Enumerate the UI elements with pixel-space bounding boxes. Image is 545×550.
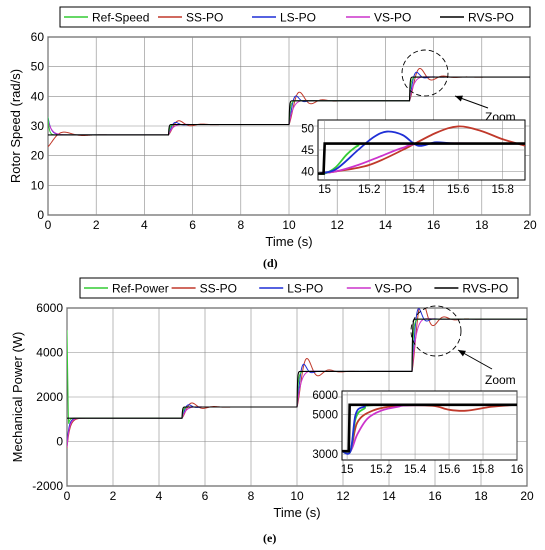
legend-box (79, 277, 519, 299)
legend-entry: LS-PO (280, 11, 316, 25)
inset-x-tick-label: 15 (341, 464, 354, 476)
inset-series-line-rvs-po (318, 142, 525, 175)
zoom-arrow-head (458, 350, 466, 357)
series-line-rvs-po (67, 318, 527, 419)
x-tick-label: 16 (427, 218, 441, 232)
y-tick-label: 2000 (36, 390, 63, 404)
x-tick-label: 0 (64, 489, 71, 503)
zoom-arrow-head (455, 95, 463, 102)
y-tick-label: 0 (56, 435, 63, 449)
inset-y-tick-label: 6000 (312, 390, 338, 402)
inset-frame (341, 390, 518, 461)
y-tick-label: 30 (31, 119, 45, 133)
legend-box (59, 6, 531, 28)
y-tick-label: 0 (37, 208, 44, 222)
legend-entry: LS-PO (287, 282, 323, 296)
inset-y-tick-label: 45 (301, 145, 314, 157)
y-tick-label: -2000 (32, 479, 63, 493)
y-axis-label: Rotor Speed (rad/s) (8, 69, 23, 183)
inset-x-tick-label: 16 (511, 464, 524, 476)
series-line-rvs-po (48, 76, 530, 136)
inset-y-tick-label: 40 (301, 166, 314, 178)
y-tick-label: 60 (31, 30, 45, 44)
x-tick-label: 8 (248, 489, 255, 503)
inset-x-tick-label: 15.8 (472, 464, 494, 476)
x-tick-label: 16 (428, 489, 442, 503)
inset-d: 15 15.2 15.4 15.6 15.8 40 45 50 (301, 119, 526, 196)
inset-x-tick-label: 15.4 (404, 464, 427, 476)
x-tick-label: 12 (336, 489, 350, 503)
x-tick-label: 8 (237, 218, 244, 232)
y-axis-label: Mechanical Power (W) (10, 332, 25, 463)
inset-x-tick-label: 15.2 (370, 464, 392, 476)
y-tick-label: 6000 (36, 301, 63, 315)
inset-y-tick-label: 5000 (312, 410, 338, 422)
inset-y-tick-label: 3000 (312, 449, 338, 461)
caption-d: (d) (263, 256, 278, 270)
legend-entry: RVS-PO (468, 11, 514, 25)
legend-entry: SS-PO (186, 11, 223, 25)
x-tick-label: 14 (382, 489, 396, 503)
x-tick-label: 18 (474, 489, 488, 503)
legend-entry: RVS-PO (462, 282, 508, 296)
x-tick-label: 2 (93, 218, 100, 232)
zoom-circle (410, 305, 462, 357)
inset-series-line-rvs-po (342, 403, 517, 453)
x-axis-label: Time (s) (273, 505, 320, 520)
y-tick-label: 4000 (36, 346, 63, 360)
legend-entry: Ref-Speed (92, 11, 149, 25)
chart-panel-e: 0 2 4 6 8 10 12 14 16 18 20-20000200040006000Time … (10, 277, 534, 520)
x-axis-label: Time (s) (265, 234, 312, 249)
x-tick-label: 2 (110, 489, 117, 503)
y-tick-label: 40 (31, 89, 45, 103)
x-tick-label: 10 (290, 489, 304, 503)
x-tick-label: 12 (331, 218, 345, 232)
legend-entry: SS-PO (200, 282, 237, 296)
y-tick-label: 50 (31, 60, 45, 74)
x-tick-label: 20 (520, 489, 534, 503)
y-tick-label: 10 (31, 178, 45, 192)
chart-panel-d: 0 2 4 6 8 10 12 14 16 18 20 0 10 20 30 40 50 60 Time (s) Ro… (8, 6, 537, 249)
legend-entry: VS-PO (374, 11, 411, 25)
zoom-circle (401, 49, 449, 97)
x-tick-label: 6 (202, 489, 209, 503)
inset-x-tick-label: 15.6 (447, 184, 469, 196)
x-tick-label: 18 (475, 218, 489, 232)
zoom-label: Zoom (485, 373, 516, 387)
x-tick-label: 4 (156, 489, 163, 503)
legend-entry: VS-PO (375, 282, 412, 296)
x-tick-label: 0 (45, 218, 52, 232)
inset-x-tick-label: 15.2 (358, 184, 380, 196)
x-tick-label: 10 (282, 218, 296, 232)
inset-x-tick-label: 15.8 (492, 184, 514, 196)
x-tick-label: 20 (523, 218, 537, 232)
x-tick-label: 4 (141, 218, 148, 232)
inset-y-tick-label: 50 (301, 124, 314, 136)
inset-x-tick-label: 15.4 (403, 184, 426, 196)
x-tick-label: 6 (189, 218, 196, 232)
legend-d: Ref-Speed SS-PO LS-PO VS-PO RVS-PO (59, 6, 531, 28)
x-tick-label: 14 (379, 218, 393, 232)
inset-x-tick-label: 15 (318, 184, 331, 196)
legend-e: Ref-Power SS-PO LS-PO VS-PO RVS-PO (79, 277, 519, 299)
inset-e: 15 15.2 15.4 15.6 15.8 16 3000 5000 6000 (312, 390, 523, 476)
legend-entry: Ref-Power (112, 282, 169, 296)
inset-x-tick-label: 15.6 (438, 464, 460, 476)
caption-e: (e) (263, 531, 277, 545)
y-tick-label: 20 (31, 149, 45, 163)
